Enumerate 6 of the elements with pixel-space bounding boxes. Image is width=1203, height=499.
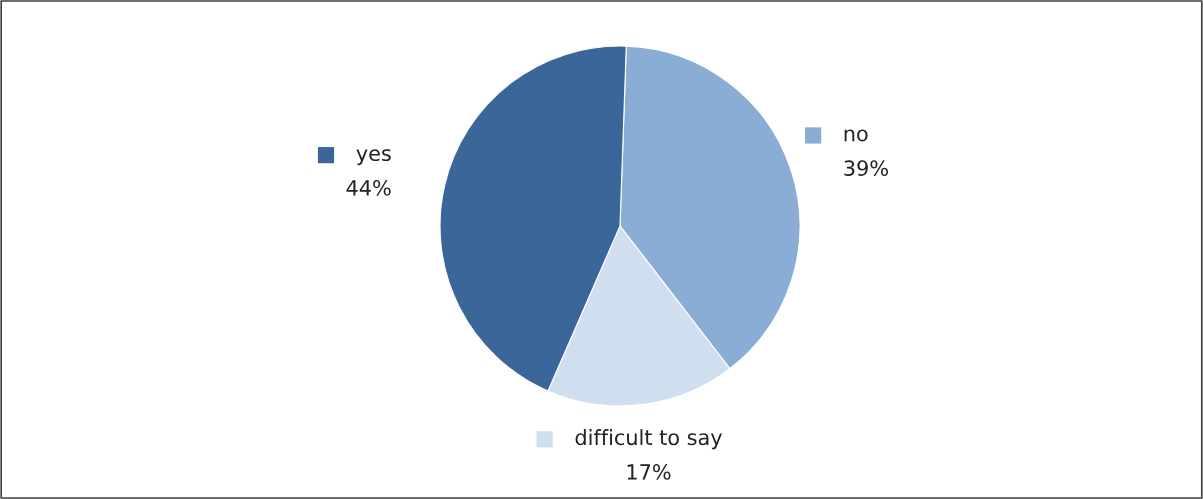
legend-label: no [844, 129, 868, 142]
data-label: 39% [844, 160, 888, 176]
data-label: 17% [627, 464, 671, 480]
legend-label: difficult to say [575, 429, 722, 450]
legend-label: yes [356, 149, 391, 166]
data-label: 44% [346, 179, 391, 196]
